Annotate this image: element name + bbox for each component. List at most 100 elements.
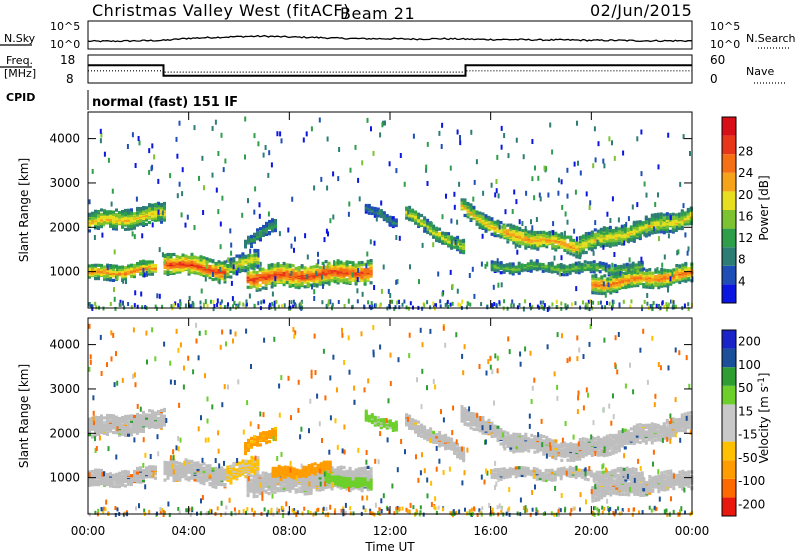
scatter-cell <box>285 263 289 267</box>
noise-cell <box>611 262 614 268</box>
scatter-cell <box>294 272 298 276</box>
noise-cell <box>184 222 187 228</box>
scatter-cell <box>623 226 627 230</box>
scatter-cell <box>624 271 628 275</box>
noise-cell <box>495 179 498 184</box>
scatter-cell <box>91 423 94 427</box>
scatter-cell <box>169 270 173 274</box>
scatter-cell <box>656 230 660 234</box>
scatter-cell <box>472 205 476 209</box>
scatter-cell <box>499 221 503 225</box>
near-range-cell <box>179 301 182 306</box>
near-range-cell <box>91 304 94 309</box>
scatter-cell <box>241 264 245 268</box>
scatter-cell <box>190 463 194 467</box>
scatter-cell <box>669 269 673 273</box>
scatter-cell <box>258 273 262 277</box>
scatter-cell <box>526 262 530 266</box>
scatter-cell <box>339 267 343 271</box>
scatter-cell <box>142 217 145 221</box>
noise-cell <box>432 242 435 248</box>
scatter-cell <box>651 271 655 275</box>
noise-cell <box>456 288 459 294</box>
cpid-label: CPID <box>6 91 35 104</box>
scatter-cell <box>118 267 121 272</box>
noise-cell <box>186 214 189 220</box>
scatter-cell <box>133 414 136 418</box>
scatter-cell <box>517 264 521 268</box>
noise-cell <box>257 141 260 147</box>
scatter-cell <box>493 220 497 224</box>
scatter-cell <box>229 264 233 268</box>
near-range-cell <box>649 304 652 309</box>
near-range-cell <box>337 300 340 304</box>
scatter-cell <box>109 220 112 224</box>
scatter-cell <box>256 231 259 235</box>
scatter-cell <box>154 465 157 469</box>
near-range-cell <box>388 304 391 308</box>
scatter-cell <box>88 212 91 216</box>
scatter-cell <box>459 239 463 243</box>
scatter-cell <box>151 205 154 209</box>
scatter-cell <box>636 269 640 273</box>
scatter-cell <box>598 270 602 274</box>
near-range-cell <box>467 301 470 306</box>
scatter-cell <box>294 269 298 273</box>
noise-cell <box>539 196 542 202</box>
noise-cell <box>471 266 474 272</box>
scatter-cell <box>112 475 115 480</box>
scatter-cell <box>106 416 109 420</box>
scatter-cell <box>650 213 654 217</box>
scatter-cell <box>472 209 476 213</box>
scatter-cell <box>678 264 682 268</box>
noise-cell <box>107 157 110 163</box>
noise-cell <box>206 263 209 269</box>
scatter-cell <box>217 468 221 472</box>
scatter-cell <box>253 253 257 257</box>
scatter-cell <box>148 220 151 225</box>
scatter-cell <box>611 229 615 233</box>
noise-cell <box>380 209 383 215</box>
noise-cell <box>450 239 453 245</box>
scatter-cell <box>148 409 151 413</box>
noise-cell <box>267 172 270 178</box>
scatter-cell <box>133 477 136 481</box>
scatter-cell <box>196 259 200 263</box>
near-range-cell <box>144 305 147 310</box>
noise-cell <box>126 144 129 149</box>
noise-cell <box>306 274 309 280</box>
near-range-cell <box>393 306 396 311</box>
scatter-cell <box>333 279 337 283</box>
scatter-cell <box>499 235 503 239</box>
scatter-cell <box>668 229 672 233</box>
scatter-cell <box>624 274 628 279</box>
scatter-cell <box>199 463 203 467</box>
power-scatter-cells <box>88 116 694 312</box>
noise-cell <box>445 193 447 199</box>
scatter-cell <box>160 220 163 224</box>
scatter-cell <box>493 260 497 265</box>
scatter-cell <box>97 263 100 267</box>
scatter-cell <box>151 272 154 276</box>
scatter-cell <box>115 208 118 212</box>
scatter-cell <box>136 211 139 215</box>
scatter-cell <box>577 271 581 275</box>
scatter-cell <box>193 461 197 465</box>
scatter-cell <box>563 241 567 245</box>
scatter-cell <box>130 263 133 267</box>
scatter-cell <box>663 281 667 286</box>
noise-cell <box>521 221 524 226</box>
noise-cell <box>482 190 485 196</box>
scatter-cell <box>127 433 130 437</box>
noise-cell <box>643 231 646 237</box>
scatter-cell <box>348 265 352 269</box>
scatter-cell <box>136 471 139 475</box>
scatter-cell <box>453 245 457 249</box>
scatter-cell <box>657 286 661 290</box>
scatter-cell <box>539 235 543 239</box>
scatter-cell <box>121 470 124 474</box>
scatter-cell <box>517 261 521 265</box>
scatter-cell <box>589 261 593 265</box>
scatter-cell <box>229 257 233 261</box>
scatter-cell <box>629 237 633 241</box>
